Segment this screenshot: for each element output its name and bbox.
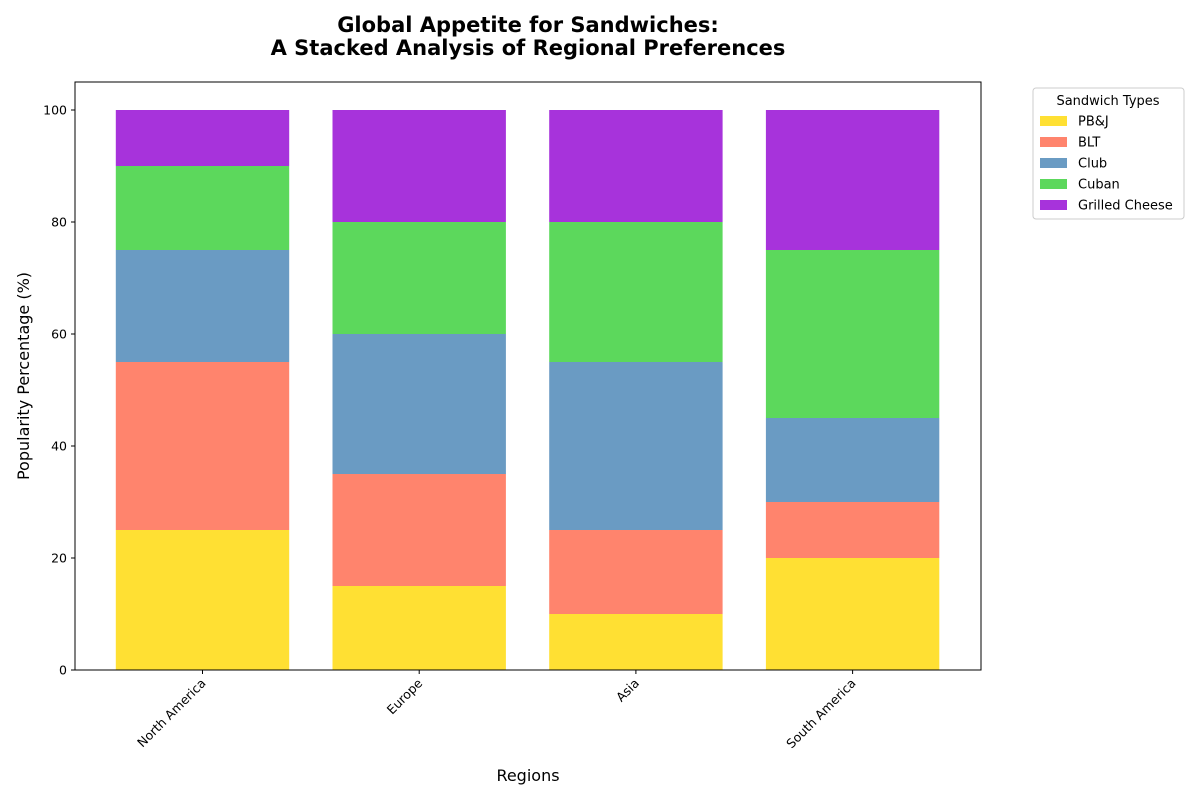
bar-pb-j-europe — [332, 586, 506, 670]
chart-subtitle: A Stacked Analysis of Regional Preferenc… — [271, 36, 786, 60]
bar-grilled-cheese-europe — [332, 110, 506, 222]
y-tick-label: 60 — [51, 327, 67, 342]
legend-swatch — [1040, 179, 1067, 189]
y-tick-label: 20 — [51, 551, 67, 566]
x-tick-label: Asia — [613, 676, 642, 705]
x-tick-label: Europe — [384, 675, 426, 717]
bar-club-europe — [332, 334, 506, 474]
legend-frame — [1032, 87, 1185, 220]
legend-items: PB&J BLT Club Cuban Grilled Cheese — [1040, 115, 1173, 214]
bar-blt-north-america — [115, 362, 290, 530]
legend-label: Club — [1078, 157, 1107, 172]
x-tick-label: North America — [134, 676, 209, 751]
y-tick-label: 80 — [51, 215, 67, 230]
x-axis-label: Regions — [496, 766, 559, 785]
x-tick-label: South America — [783, 676, 859, 752]
bar-pb-j-south-america — [765, 558, 940, 670]
y-tick-label: 100 — [43, 103, 67, 118]
bar-club-asia — [549, 362, 723, 530]
bar-grilled-cheese-south-america — [765, 110, 940, 250]
legend-label: PB&J — [1078, 115, 1109, 130]
y-tick-label: 40 — [51, 439, 67, 454]
bar-grilled-cheese-north-america — [115, 110, 290, 166]
bar-pb-j-asia — [549, 614, 723, 670]
chart-title: Global Appetite for Sandwiches: — [337, 13, 719, 37]
bar-cuban-south-america — [765, 250, 940, 418]
bar-pb-j-north-america — [115, 530, 290, 670]
y-axis-label: Popularity Percentage (%) — [14, 272, 33, 480]
bars-group — [115, 110, 940, 670]
y-tick-label: 0 — [59, 663, 67, 678]
y-axis: 0 20 40 60 80 100 — [43, 103, 75, 678]
legend: Sandwich Types PB&J BLT Club Cuban Grilled C… — [1032, 87, 1185, 220]
bar-grilled-cheese-asia — [549, 110, 723, 222]
legend-label: BLT — [1078, 136, 1100, 151]
bar-blt-europe — [332, 474, 506, 586]
bar-blt-south-america — [765, 502, 940, 558]
legend-title: Sandwich Types — [1056, 94, 1159, 109]
x-axis: North America Europe Asia South America — [134, 670, 859, 751]
bar-cuban-asia — [549, 222, 723, 362]
plot-frame — [74, 81, 982, 671]
bar-cuban-europe — [332, 222, 506, 334]
bar-cuban-north-america — [115, 166, 290, 250]
legend-swatch — [1040, 158, 1067, 168]
legend-swatch — [1040, 137, 1067, 147]
bar-club-north-america — [115, 250, 290, 362]
bar-club-south-america — [765, 418, 940, 502]
legend-label: Cuban — [1078, 178, 1120, 193]
legend-label: Grilled Cheese — [1078, 199, 1173, 214]
bar-blt-asia — [549, 530, 723, 614]
legend-swatch — [1040, 200, 1067, 210]
legend-swatch — [1040, 116, 1067, 126]
